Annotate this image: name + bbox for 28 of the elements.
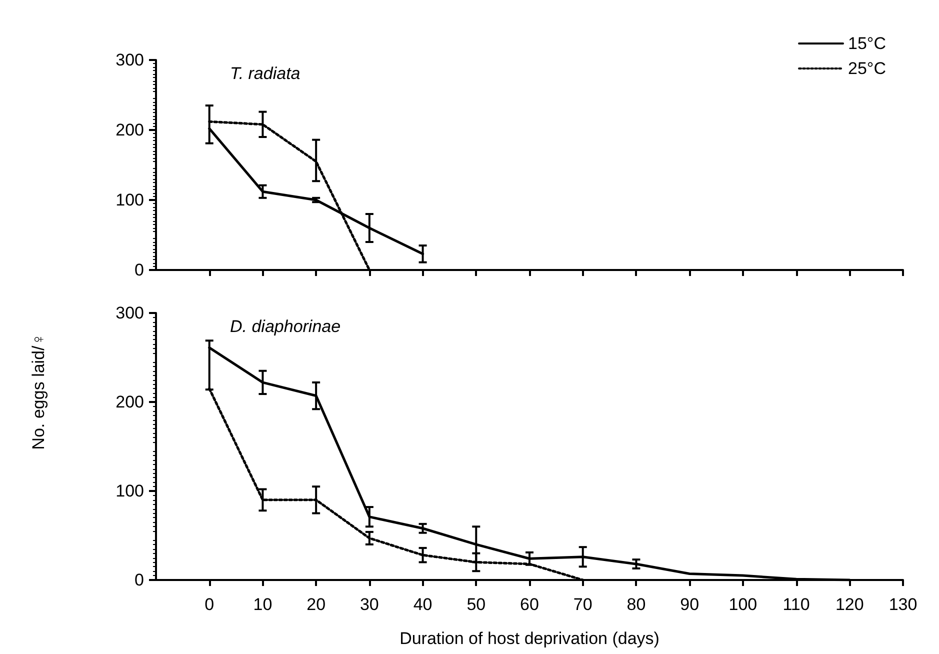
y-axis-title: No. eggs laid/♀ [29,333,48,450]
y-tick-label: 300 [116,50,144,70]
x-tick-label: 120 [835,595,864,614]
x-tick-label: 100 [728,595,758,614]
y-tick-label: 0 [134,570,144,590]
x-axis-title: Duration of host deprivation (days) [400,629,660,648]
x-tick-label: 0 [204,595,214,614]
x-tick-label: 50 [466,595,486,614]
x-tick-label: 130 [888,595,918,614]
y-tick-label: 200 [116,120,144,140]
legend-label: 15°C [848,34,886,53]
x-tick-label: 30 [360,595,379,614]
x-tick-label: 80 [626,595,646,614]
y-tick-label: 200 [116,392,144,412]
x-tick-label: 20 [306,595,326,614]
x-tick-label: 40 [413,595,432,614]
legend-label: 25°C [848,59,886,78]
annotation: D. diaphorinae [230,317,341,336]
x-tick-label: 60 [520,595,539,614]
annotation: T. radiata [230,64,300,83]
x-tick-label: 70 [573,595,592,614]
y-tick-label: 100 [116,482,144,500]
x-tick-label: 10 [253,595,272,614]
y-tick-label: 100 [116,190,144,210]
y-tick-label: 0 [134,260,144,280]
y-tick-label: 300 [116,304,144,322]
x-tick-label: 90 [680,595,700,614]
x-tick-label: 110 [782,595,810,614]
